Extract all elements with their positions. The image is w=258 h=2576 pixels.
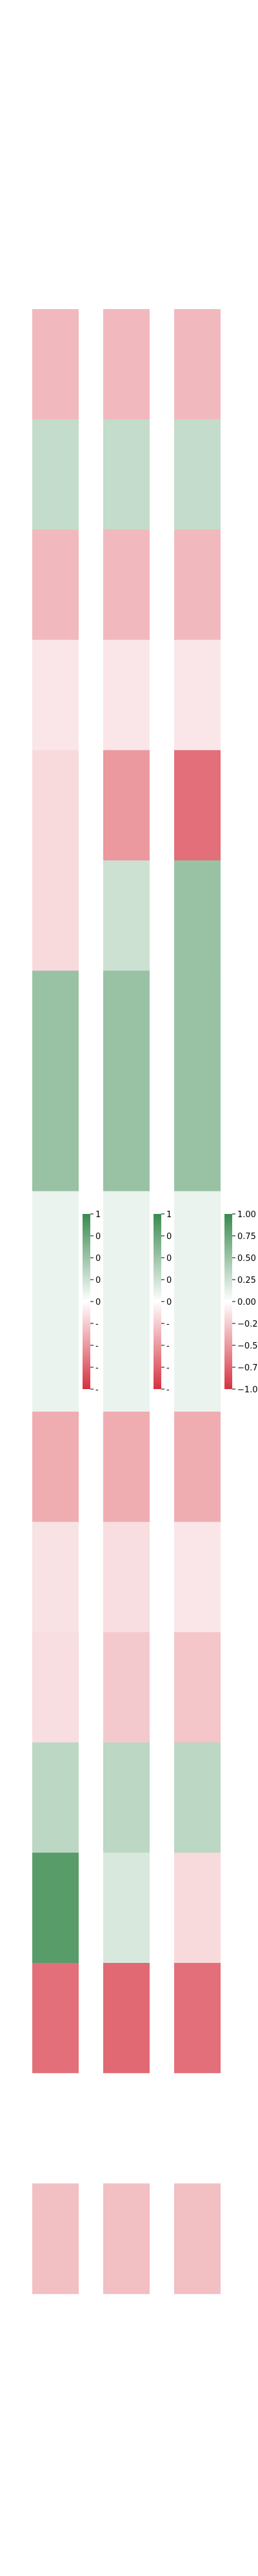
heatmap-cell <box>32 529 79 641</box>
colorbar-tick-label: 0 <box>166 1232 172 1242</box>
heatmap-cell <box>174 419 221 530</box>
heatmap-cell <box>103 1742 150 1853</box>
heatmap-cell <box>174 750 221 861</box>
colorbar-tick-label: 0 <box>95 1298 101 1307</box>
colorbar-gradient <box>224 1214 232 1389</box>
heatmap-cell <box>174 1963 221 2074</box>
colorbar-tick-label: 0 <box>166 1276 172 1285</box>
colorbar-tick-label: - <box>166 1320 170 1329</box>
heatmap-cell <box>174 639 221 751</box>
colorbar-tick-label: −1.00 <box>237 1385 258 1395</box>
heatmap-cell <box>103 309 150 420</box>
colorbar-tick-label: 0 <box>166 1254 172 1264</box>
heatmap-cell <box>103 419 150 530</box>
heatmap-cell <box>174 309 221 420</box>
heatmap-cell <box>103 971 150 1081</box>
colorbar-2: 1 0 0 0 0 - - - - <box>154 1210 172 1395</box>
colorbar-1: 1 0 0 0 0 - - - - <box>83 1210 101 1395</box>
heatmap-cell <box>174 1522 221 1633</box>
heatmap-cell <box>32 2183 79 2295</box>
heatmap-cell <box>32 1412 79 1522</box>
heatmap-cell <box>174 1852 221 1964</box>
colorbar-tick-label: −0.75 <box>237 1363 258 1373</box>
heatmap-column-1 <box>32 309 79 2295</box>
heatmap-cell <box>32 1742 79 1853</box>
colorbar-tick-label: 0 <box>95 1254 101 1264</box>
heatmap-cell <box>32 1301 79 1412</box>
heatmap-cell <box>32 860 79 971</box>
heatmap-cell <box>32 750 79 861</box>
heatmap-cell <box>103 1632 150 1743</box>
colorbar-tick-label: 0 <box>95 1276 101 1285</box>
heatmap-cell <box>174 860 221 971</box>
colorbar-tick-label: 0.50 <box>237 1254 256 1264</box>
heatmap-cell <box>32 1522 79 1633</box>
heatmap-cell <box>174 1081 221 1192</box>
colorbar-tick-label: - <box>166 1385 170 1395</box>
heatmap-cell <box>32 1852 79 1964</box>
heatmap-cell <box>174 1191 221 1302</box>
colorbar-tick-label: - <box>95 1363 99 1373</box>
colorbar-tick-label: 1 <box>95 1210 101 1220</box>
heatmap-cell <box>103 639 150 751</box>
heatmap-cell <box>103 2183 150 2295</box>
heatmap-cell <box>174 1632 221 1743</box>
colorbar-tick-label: - <box>166 1341 170 1351</box>
heatmap-cell <box>103 1522 150 1633</box>
colorbar-tick-label: - <box>95 1341 99 1351</box>
colorbars: 1 0 0 0 0 - - - - 1 0 0 0 0 - - - - 1.00 0.75 0.50 0.25 0.00 −0… <box>83 1210 258 1395</box>
colorbar-tick-label: 1 <box>166 1210 172 1220</box>
heatmap-cell <box>32 1632 79 1743</box>
heatmap-cell <box>103 750 150 861</box>
heatmap-cell <box>32 309 79 420</box>
heatmap-cell <box>103 529 150 641</box>
heatmap-cell <box>103 2073 150 2184</box>
heatmap-cell <box>174 2183 221 2295</box>
heatmap-cell <box>174 529 221 641</box>
colorbar-tick-label: −0.50 <box>237 1341 258 1351</box>
colorbar-tick-label: 0 <box>166 1298 172 1307</box>
heatmap-column-3 <box>174 309 221 2295</box>
heatmap-cell <box>103 1301 150 1412</box>
colorbar-tick-label: - <box>95 1320 99 1329</box>
colorbar-tick-label: - <box>95 1385 99 1395</box>
colorbar-tick-label: 0.00 <box>237 1298 256 1307</box>
colorbar-tick-label: - <box>166 1363 170 1373</box>
colorbar-gradient <box>154 1214 161 1389</box>
heatmap-column-2 <box>103 309 150 2295</box>
heatmap-cell <box>32 1963 79 2074</box>
colorbar-tick-label: −0.25 <box>237 1320 258 1329</box>
colorbar-tick-label: 0.25 <box>237 1276 256 1285</box>
heatmap-cell <box>32 971 79 1081</box>
heatmap-cell <box>32 2073 79 2184</box>
heatmap-cell <box>103 860 150 971</box>
heatmap-cell <box>103 1852 150 1964</box>
heatmap-cell <box>32 639 79 751</box>
colorbar-gradient <box>83 1214 90 1389</box>
heatmap-cell <box>103 1081 150 1192</box>
colorbar-tick-label: 1.00 <box>237 1210 256 1220</box>
heatmap-cell <box>32 419 79 530</box>
heatmap-cell <box>174 1301 221 1412</box>
heatmap-cell <box>32 1081 79 1192</box>
heatmap-cell <box>32 1191 79 1302</box>
heatmap-cell <box>103 1412 150 1522</box>
colorbar-tick-label: 0 <box>95 1232 101 1242</box>
heatmap-cell <box>103 1191 150 1302</box>
heatmap-cell <box>103 1963 150 2074</box>
heatmap-cell <box>174 1412 221 1522</box>
heatmap-cell <box>174 2073 221 2184</box>
heatmap-cell <box>174 971 221 1081</box>
colorbar-3: 1.00 0.75 0.50 0.25 0.00 −0.25 −0.50 −0.75 −1.00 <box>224 1210 258 1395</box>
colorbar-tick-label: 0.75 <box>237 1232 256 1242</box>
heatmap-cell <box>174 1742 221 1853</box>
heatmap-columns <box>32 309 221 2295</box>
